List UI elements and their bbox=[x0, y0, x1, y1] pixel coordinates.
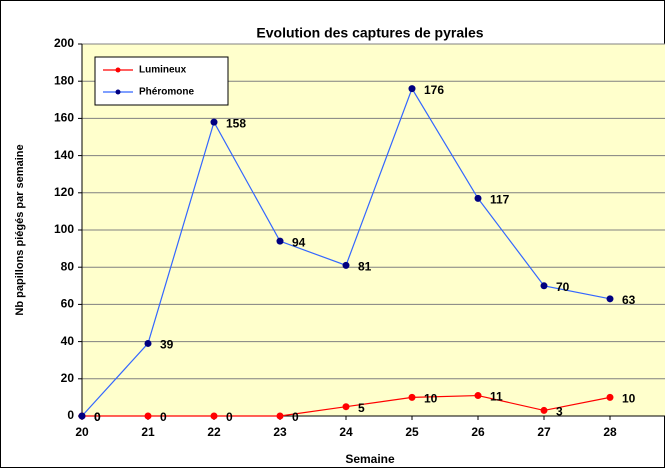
y-tick-label: 200 bbox=[54, 36, 74, 50]
x-tick-label: 27 bbox=[537, 425, 551, 439]
x-tick-label: 24 bbox=[339, 425, 353, 439]
data-label: 0 bbox=[94, 410, 101, 424]
data-label: 70 bbox=[556, 280, 570, 294]
y-tick-label: 80 bbox=[61, 259, 75, 273]
y-tick-label: 120 bbox=[54, 185, 74, 199]
data-label: 10 bbox=[424, 392, 438, 406]
data-point bbox=[474, 392, 482, 400]
data-label: 3 bbox=[556, 405, 563, 419]
data-point bbox=[144, 339, 152, 347]
y-tick-label: 140 bbox=[54, 148, 74, 162]
x-axis-title: Semaine bbox=[345, 452, 395, 466]
data-label: 11 bbox=[490, 390, 503, 404]
y-tick-label: 180 bbox=[54, 73, 74, 87]
y-tick-label: 100 bbox=[54, 222, 74, 236]
data-point bbox=[78, 412, 86, 420]
y-tick-label: 160 bbox=[54, 111, 74, 125]
data-point bbox=[408, 393, 416, 401]
data-point bbox=[606, 295, 614, 303]
chart-title: Evolution des captures de pyrales bbox=[256, 25, 483, 41]
data-point bbox=[210, 412, 218, 420]
y-tick-label: 0 bbox=[67, 408, 74, 422]
data-point bbox=[276, 412, 284, 420]
legend-box bbox=[94, 56, 229, 106]
x-tick-label: 22 bbox=[207, 425, 221, 439]
data-label: 10 bbox=[622, 392, 636, 406]
data-label: 81 bbox=[358, 260, 372, 274]
data-point bbox=[342, 403, 350, 411]
data-label: 158 bbox=[226, 116, 246, 130]
x-tick-label: 25 bbox=[405, 425, 419, 439]
x-tick-label: 23 bbox=[273, 425, 287, 439]
data-label: 94 bbox=[292, 235, 306, 249]
x-tick-label: 26 bbox=[471, 425, 485, 439]
y-tick-label: 20 bbox=[61, 371, 75, 385]
y-tick-label: 40 bbox=[61, 334, 75, 348]
data-point bbox=[408, 85, 416, 93]
data-label: 39 bbox=[160, 338, 174, 352]
data-label: 176 bbox=[424, 83, 444, 97]
data-point bbox=[144, 412, 152, 420]
data-point bbox=[210, 118, 218, 126]
data-point bbox=[342, 261, 350, 269]
data-point bbox=[540, 282, 548, 290]
data-label: 0 bbox=[160, 410, 167, 424]
x-tick-label: 20 bbox=[75, 425, 89, 439]
data-label: 0 bbox=[226, 410, 233, 424]
data-label: 0 bbox=[94, 410, 101, 424]
data-label: 0 bbox=[292, 410, 299, 424]
legend-marker bbox=[115, 89, 121, 95]
data-point bbox=[606, 393, 614, 401]
data-label: 63 bbox=[622, 293, 636, 307]
y-tick-label: 60 bbox=[61, 297, 75, 311]
legend-label: Phéromone bbox=[139, 87, 194, 98]
data-point bbox=[276, 237, 284, 245]
x-tick-label: 21 bbox=[141, 425, 155, 439]
legend-label: Lumineux bbox=[139, 65, 187, 76]
data-point bbox=[474, 194, 482, 202]
data-point bbox=[540, 406, 548, 414]
legend-marker bbox=[115, 67, 121, 73]
data-label: 117 bbox=[490, 193, 510, 207]
data-label: 5 bbox=[358, 401, 365, 415]
x-tick-label: 28 bbox=[603, 425, 617, 439]
y-axis-title: Nb papillons piégés par semaine bbox=[14, 144, 26, 315]
